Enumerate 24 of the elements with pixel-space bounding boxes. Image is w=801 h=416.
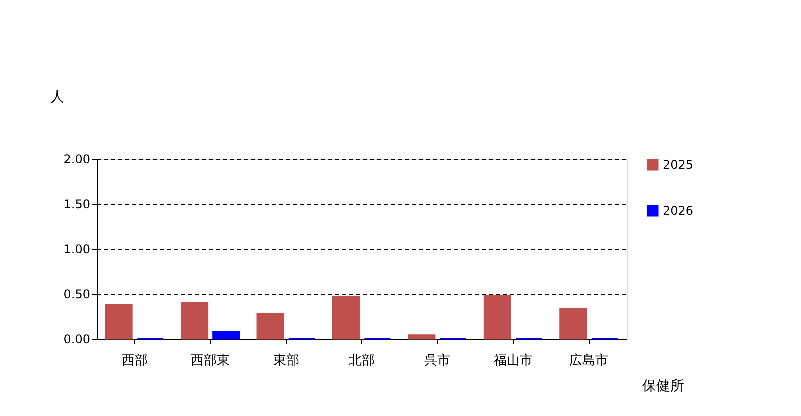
legend-label: 2026 [663,204,694,218]
bar [181,302,209,340]
bar [408,334,436,340]
x-tick-label: 東部 [273,354,300,368]
y-tick-label: 2.00 [64,152,90,166]
bar [256,313,284,340]
bar [560,308,588,340]
x-axis-title: 保健所 [642,378,684,394]
x-tick-label: 福山市 [494,354,533,368]
bar [484,295,512,340]
x-tick-label: 西部東 [191,354,230,368]
y-tick-label: 0.50 [64,288,90,302]
legend-label: 2025 [663,158,694,172]
y-tick-label: 1.50 [64,198,90,212]
y-tick-label: 0.00 [64,332,90,346]
x-tick-label: 呉市 [424,354,451,368]
bar [332,296,360,340]
y-tick-label: 1.00 [64,242,90,256]
x-tick-label: 西部 [122,354,148,368]
bar [212,331,240,340]
x-tick-label: 北部 [349,354,375,368]
bar [105,304,133,340]
y-axis-title: 人 [50,90,64,106]
x-tick-label: 広島市 [570,352,609,368]
